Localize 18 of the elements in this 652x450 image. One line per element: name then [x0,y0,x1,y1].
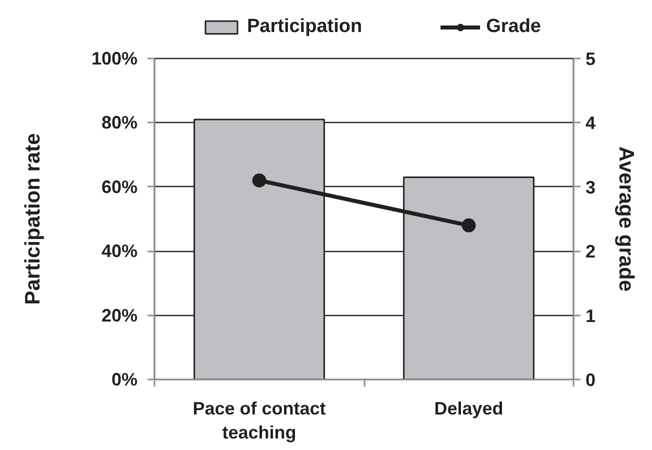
y2-tick-label: 5 [586,49,596,69]
legend-label: Participation [247,16,362,38]
legend-label: Grade [486,16,541,38]
y-tick-label: 0% [111,370,138,390]
y2-tick-label: 3 [586,177,596,198]
y-tick-label: 40% [101,241,138,262]
y2-tick-label: 2 [586,242,596,262]
y-tick-label: 20% [101,305,138,326]
x-tick-label: Pace of contact teaching [192,398,326,442]
x-tick-label: Delayed [434,398,504,418]
y-axis-title: Participation rate [21,133,44,305]
y2-axis-title: Average grade [614,146,638,292]
y2-tick-label: 4 [586,113,596,134]
y-tick-label: 80% [101,112,138,133]
y2-tick-label: 1 [586,306,596,326]
y2-tick-label: 0 [586,370,596,390]
y-tick-label: 100% [91,48,138,68]
y-tick-label: 60% [101,176,138,197]
